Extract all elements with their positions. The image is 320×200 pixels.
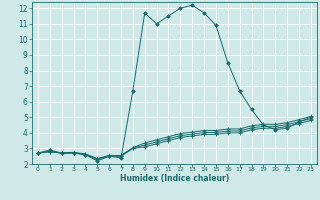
X-axis label: Humidex (Indice chaleur): Humidex (Indice chaleur) bbox=[120, 174, 229, 183]
